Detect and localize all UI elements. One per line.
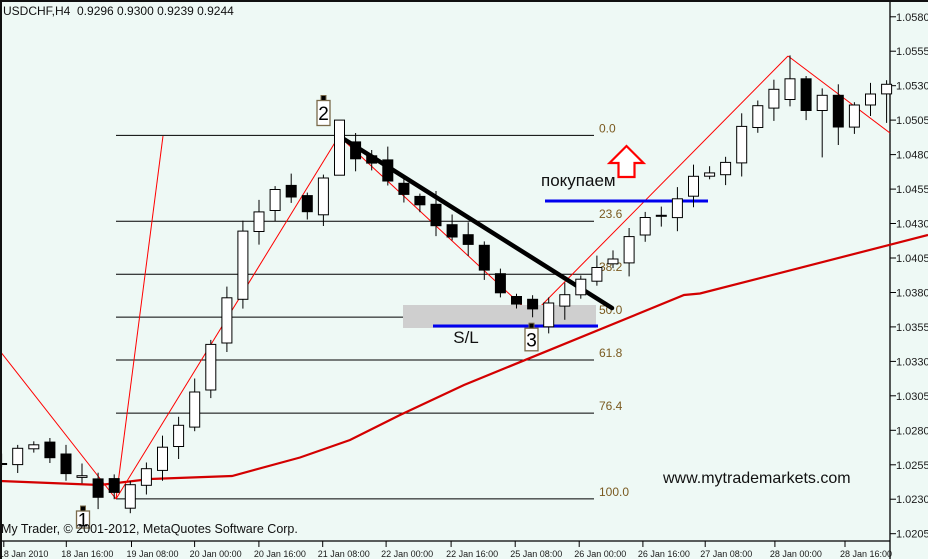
svg-text:21 Jan 08:00: 21 Jan 08:00	[318, 549, 370, 559]
svg-text:22 Jan 16:00: 22 Jan 16:00	[446, 549, 498, 559]
svg-text:18 Jan 2010: 18 Jan 2010	[0, 549, 48, 559]
svg-text:23.6: 23.6	[599, 207, 623, 221]
svg-text:1.0330: 1.0330	[896, 356, 928, 368]
svg-text:1.0255: 1.0255	[896, 460, 928, 472]
svg-text:19 Jan 08:00: 19 Jan 08:00	[127, 549, 179, 559]
svg-text:покупаем: покупаем	[541, 171, 616, 190]
svg-text:1.0455: 1.0455	[896, 184, 928, 196]
svg-text:1.0480: 1.0480	[896, 150, 928, 162]
svg-text:27 Jan 08:00: 27 Jan 08:00	[700, 549, 752, 559]
svg-text:My Trader, © 2001-2012, MetaQu: My Trader, © 2001-2012, MetaQuotes Softw…	[1, 522, 298, 536]
svg-text:1.0230: 1.0230	[896, 494, 928, 506]
svg-text:20 Jan 16:00: 20 Jan 16:00	[254, 549, 306, 559]
svg-text:1.0405: 1.0405	[896, 253, 928, 265]
svg-text:1.0355: 1.0355	[896, 322, 928, 334]
svg-text:1.0580: 1.0580	[896, 12, 928, 24]
svg-text:1.0305: 1.0305	[896, 391, 928, 403]
svg-text:1.0280: 1.0280	[896, 425, 928, 437]
svg-text:18 Jan 16:00: 18 Jan 16:00	[61, 549, 113, 559]
svg-text:3: 3	[526, 331, 537, 352]
svg-text:28 Jan 16:00: 28 Jan 16:00	[840, 549, 892, 559]
svg-text:2: 2	[318, 104, 329, 125]
svg-text:61.8: 61.8	[599, 346, 623, 360]
svg-text:28 Jan 00:00: 28 Jan 00:00	[770, 549, 822, 559]
svg-text:1.0430: 1.0430	[896, 219, 928, 231]
svg-text:1.0380: 1.0380	[896, 288, 928, 300]
svg-text:0.0: 0.0	[599, 121, 616, 135]
svg-text:1.0530: 1.0530	[896, 81, 928, 93]
svg-text:100.0: 100.0	[599, 485, 629, 499]
svg-text:S/L: S/L	[453, 328, 479, 347]
svg-text:25 Jan 08:00: 25 Jan 08:00	[510, 549, 562, 559]
svg-text:1.0505: 1.0505	[896, 115, 928, 127]
svg-text:1.0205: 1.0205	[896, 529, 928, 541]
svg-text:26 Jan 16:00: 26 Jan 16:00	[638, 549, 690, 559]
svg-text:20 Jan 00:00: 20 Jan 00:00	[190, 549, 242, 559]
svg-text:26 Jan 00:00: 26 Jan 00:00	[574, 549, 626, 559]
svg-text:22 Jan 00:00: 22 Jan 00:00	[381, 549, 433, 559]
svg-text:1.0555: 1.0555	[896, 46, 928, 58]
svg-text:76.4: 76.4	[599, 399, 623, 413]
svg-text:www.mytrademarkets.com: www.mytrademarkets.com	[662, 470, 851, 487]
